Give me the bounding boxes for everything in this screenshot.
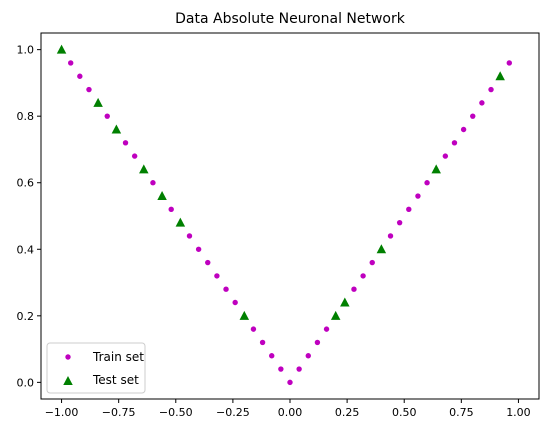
- train-set-point: [287, 379, 293, 386]
- test-set-point: [239, 310, 250, 320]
- test-set-point: [139, 164, 149, 174]
- train-set-point: [323, 326, 330, 332]
- test-set-point: [376, 244, 387, 254]
- y-tick-label: 0.8: [17, 110, 35, 123]
- train-set-point: [470, 113, 476, 119]
- y-tick-label: 1.0: [17, 44, 35, 57]
- test-set-point: [340, 297, 350, 307]
- train-set-point: [424, 180, 430, 186]
- x-tick-label: −1.00: [45, 406, 79, 419]
- train-set-point: [186, 233, 193, 239]
- test-set-point: [175, 217, 186, 227]
- train-set-point: [460, 126, 467, 133]
- train-set-point: [396, 219, 403, 226]
- train-set-point: [259, 339, 266, 346]
- train-set-point: [269, 353, 275, 359]
- x-tick-label: 0.75: [449, 406, 474, 419]
- train-set-point: [278, 366, 284, 372]
- train-set-point: [205, 259, 211, 266]
- train-set-point: [232, 299, 238, 306]
- x-tick-label: 0.25: [335, 406, 360, 419]
- train-set-point: [369, 259, 375, 266]
- train-set-point: [67, 60, 74, 66]
- test-set-point: [431, 164, 441, 174]
- train-set-point: [351, 286, 357, 292]
- x-tick-label: 1.00: [506, 406, 531, 419]
- train-set-point: [415, 193, 421, 199]
- test-set-point: [157, 191, 167, 201]
- train-set-point: [387, 233, 394, 239]
- legend: Train set Test set: [46, 342, 146, 394]
- train-set-point: [506, 60, 513, 66]
- train-set-point: [86, 86, 92, 93]
- x-tick-label: 0.00: [278, 406, 303, 419]
- train-set-point: [250, 326, 257, 332]
- chart-title: Data Absolute Neuronal Network: [175, 11, 406, 27]
- train-set-point: [150, 180, 156, 186]
- train-set-point: [479, 100, 485, 106]
- train-set-point: [214, 273, 220, 279]
- x-tick-label: −0.75: [102, 406, 136, 419]
- test-set-point: [330, 310, 341, 320]
- test-set-point: [111, 124, 122, 134]
- test-set-point: [56, 44, 67, 54]
- train-set-point: [122, 140, 129, 146]
- train-set-point: [314, 339, 321, 346]
- axes: −1.00 −0.75 −0.50 −0.25 0.00 0.25 0.50 0.75 1.00…: [17, 32, 540, 419]
- plot-area: [41, 33, 539, 399]
- train-set-point: [77, 73, 83, 79]
- data-marks: [56, 44, 513, 386]
- legend-marker-train-set: [65, 354, 71, 360]
- train-set-point: [223, 286, 229, 292]
- train-set-point: [296, 366, 302, 372]
- y-tick-label: 0.2: [17, 310, 35, 323]
- train-set-point: [168, 206, 174, 213]
- test-set-point: [495, 71, 505, 81]
- train-set-point: [305, 353, 311, 359]
- train-set-point: [451, 140, 458, 146]
- y-tick-label: 0.4: [17, 243, 35, 256]
- legend-label-train-set: Train set: [92, 350, 144, 364]
- x-tick-label: 0.50: [392, 406, 417, 419]
- x-tick-label: −0.25: [216, 406, 250, 419]
- legend-marker-test-set: [63, 376, 73, 385]
- x-tick-label: −0.50: [159, 406, 193, 419]
- y-tick-label: 0.0: [17, 376, 35, 389]
- train-set-point: [104, 113, 110, 119]
- train-set-point: [360, 273, 366, 279]
- train-set-point: [131, 153, 138, 159]
- train-set-point: [195, 246, 202, 252]
- train-set-point: [442, 153, 449, 159]
- y-tick-label: 0.6: [17, 177, 35, 190]
- legend-label-test-set: Test set: [92, 373, 139, 387]
- train-set-point: [488, 86, 494, 93]
- train-set-point: [406, 206, 412, 213]
- test-set-point: [93, 97, 103, 107]
- legend-frame: [46, 342, 146, 394]
